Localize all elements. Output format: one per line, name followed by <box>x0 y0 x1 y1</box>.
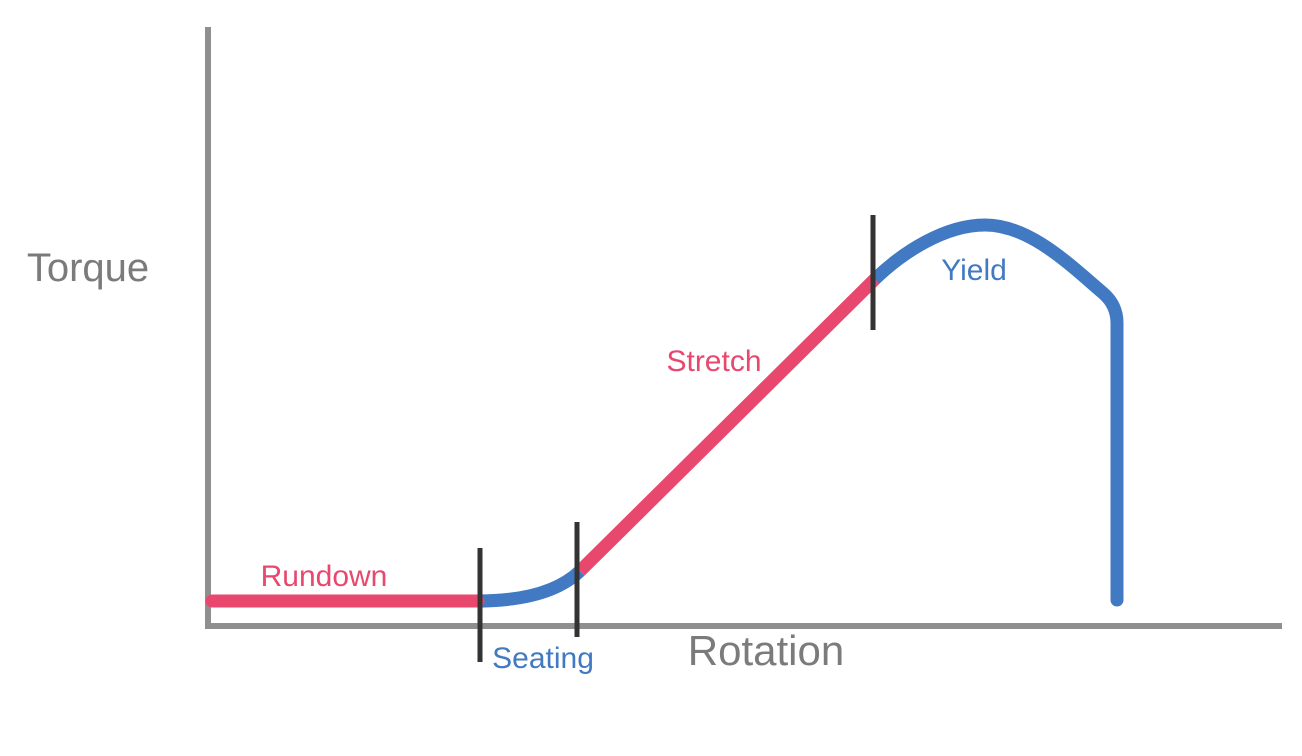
yield-phase-label: Yield <box>941 254 1007 287</box>
x-axis-label: Rotation <box>687 627 845 674</box>
stretch-curve-segment <box>575 274 880 576</box>
y-axis-label: Torque <box>26 246 150 290</box>
seating-phase-label: Seating <box>492 642 594 675</box>
stretch-phase-label: Stretch <box>666 345 762 378</box>
seating-curve-segment <box>476 566 585 608</box>
rundown-phase-label: Rundown <box>260 560 388 593</box>
yield-curve-segment <box>868 218 1124 607</box>
